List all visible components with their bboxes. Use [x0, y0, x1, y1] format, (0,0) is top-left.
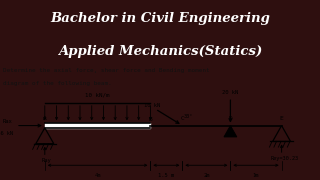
Text: 1m: 1m [253, 173, 259, 178]
Text: Rax: Rax [3, 119, 13, 123]
Text: Determine the axial force, shear force and Bending moment: Determine the axial force, shear force a… [3, 68, 210, 73]
Text: D: D [228, 116, 232, 121]
Text: 2m: 2m [203, 173, 210, 178]
Text: diagram of the following beam.: diagram of the following beam. [3, 81, 112, 86]
Text: E: E [280, 116, 284, 121]
Text: Applied Mechanics(Statics): Applied Mechanics(Statics) [58, 45, 262, 58]
Text: 20 kN: 20 kN [222, 90, 238, 95]
Text: A: A [43, 116, 47, 121]
Text: 30°: 30° [184, 114, 193, 119]
Text: Ray: Ray [42, 158, 51, 163]
Text: 10 kN: 10 kN [144, 103, 160, 108]
Text: 1.5 m: 1.5 m [158, 173, 174, 178]
Text: 4m: 4m [94, 173, 101, 178]
Text: Bachelor in Civil Engineering: Bachelor in Civil Engineering [50, 12, 270, 25]
Text: Rey=30.23: Rey=30.23 [271, 156, 299, 161]
Text: B: B [148, 117, 152, 122]
Text: C: C [180, 116, 184, 121]
Text: =8.66 kN: =8.66 kN [0, 131, 13, 136]
Polygon shape [224, 126, 237, 137]
Text: 10 kN/m: 10 kN/m [85, 92, 110, 97]
